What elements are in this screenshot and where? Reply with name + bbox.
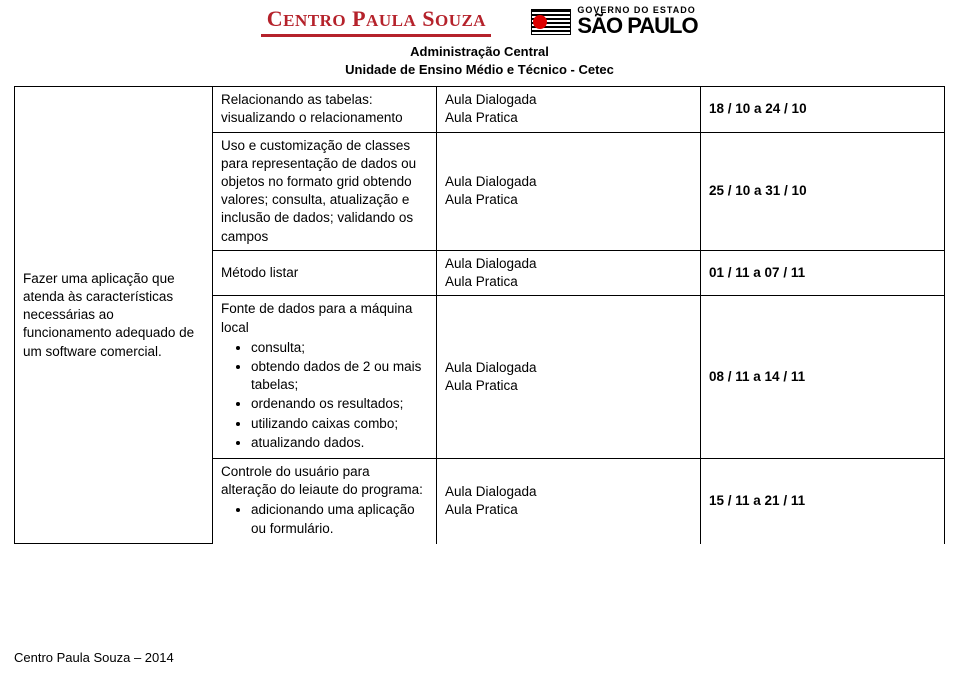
date-cell: 18 / 10 a 24 / 10 (701, 87, 945, 132)
list-item: utilizando caixas combo; (251, 415, 428, 433)
method-line: Aula Dialogada (445, 359, 692, 377)
sp-flag-icon (531, 9, 571, 35)
sp-government-logo: GOVERNO DO ESTADO SÃO PAULO (531, 6, 697, 37)
content-bullet-list: adicionando uma aplicação ou formulário. (251, 501, 428, 537)
document-header: CENTRO PAULA SOUZA GOVERNO DO ESTADO SÃO… (0, 0, 959, 37)
method-line: Aula Pratica (445, 109, 692, 127)
method-cell: Aula Dialogada Aula Pratica (437, 132, 701, 250)
content-intro: Fonte de dados para a máquina local (221, 300, 428, 336)
list-item: consulta; (251, 339, 428, 357)
method-line: Aula Dialogada (445, 91, 692, 109)
date-cell: 01 / 11 a 07 / 11 (701, 250, 945, 295)
table-row: Fazer uma aplicação que atenda às caract… (15, 87, 945, 132)
content-cell: Uso e customização de classes para repre… (213, 132, 437, 250)
method-cell: Aula Dialogada Aula Pratica (437, 250, 701, 295)
method-line: Aula Dialogada (445, 255, 692, 273)
content-cell: Fonte de dados para a máquina local cons… (213, 296, 437, 459)
table-body: Fazer uma aplicação que atenda às caract… (15, 87, 945, 544)
method-line: Aula Dialogada (445, 173, 692, 191)
admin-line2: Unidade de Ensino Médio e Técnico - Cete… (0, 61, 959, 79)
list-item: ordenando os resultados; (251, 395, 428, 413)
method-cell: Aula Dialogada Aula Pratica (437, 87, 701, 132)
date-cell: 25 / 10 a 31 / 10 (701, 132, 945, 250)
content-bullet-list: consulta; obtendo dados de 2 ou mais tab… (251, 339, 428, 452)
list-item: adicionando uma aplicação ou formulário. (251, 501, 428, 537)
admin-title-block: Administração Central Unidade de Ensino … (0, 43, 959, 78)
method-line: Aula Dialogada (445, 483, 692, 501)
sp-saopaulo-line: SÃO PAULO (577, 15, 697, 37)
curriculum-table-wrap: Fazer uma aplicação que atenda às caract… (0, 86, 959, 544)
method-cell: Aula Dialogada Aula Pratica (437, 296, 701, 459)
method-line: Aula Pratica (445, 377, 692, 395)
curriculum-table: Fazer uma aplicação que atenda às caract… (14, 86, 945, 544)
method-cell: Aula Dialogada Aula Pratica (437, 459, 701, 544)
sp-logo-text: GOVERNO DO ESTADO SÃO PAULO (577, 6, 697, 37)
date-cell: 15 / 11 a 21 / 11 (701, 459, 945, 544)
objective-cell: Fazer uma aplicação que atenda às caract… (15, 87, 213, 544)
list-item: atualizando dados. (251, 434, 428, 452)
footer-text: Centro Paula Souza – 2014 (14, 650, 174, 665)
content-cell: Relacionando as tabelas: visualizando o … (213, 87, 437, 132)
method-line: Aula Pratica (445, 191, 692, 209)
method-line: Aula Pratica (445, 273, 692, 291)
content-cell: Método listar (213, 250, 437, 295)
cps-logo: CENTRO PAULA SOUZA (261, 6, 491, 37)
cps-logo-text: CENTRO PAULA SOUZA (267, 6, 486, 32)
method-line: Aula Pratica (445, 501, 692, 519)
content-intro: Controle do usuário para alteração do le… (221, 463, 428, 499)
admin-line1: Administração Central (0, 43, 959, 61)
list-item: obtendo dados de 2 ou mais tabelas; (251, 358, 428, 394)
content-cell: Controle do usuário para alteração do le… (213, 459, 437, 544)
cps-underline-bar (261, 34, 491, 37)
date-cell: 08 / 11 a 14 / 11 (701, 296, 945, 459)
